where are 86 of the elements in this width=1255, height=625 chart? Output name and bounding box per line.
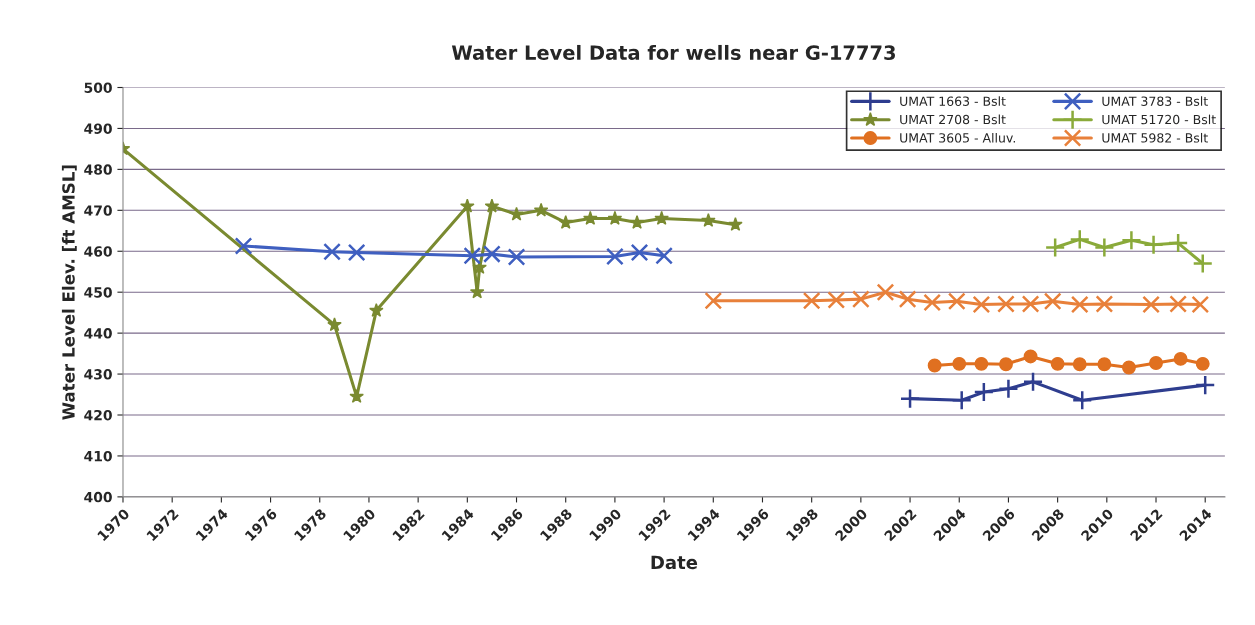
- point: [1143, 234, 1164, 255]
- point: [483, 245, 501, 263]
- chart-title: Water Level Data for wells near G-17773: [451, 44, 895, 60]
- point: [1043, 292, 1062, 311]
- point: [704, 291, 723, 310]
- point: [973, 381, 995, 403]
- legend-label: UMAT 3605 - Alluv.: [900, 132, 1015, 143]
- point: [655, 246, 673, 265]
- point: [463, 246, 482, 265]
- legend-label: UMAT 3783 - Bslt: [1102, 96, 1208, 106]
- point: [1071, 389, 1093, 411]
- point: [997, 295, 1015, 313]
- point: [898, 290, 917, 309]
- x-axis-title: Date: [651, 555, 698, 570]
- point: [998, 378, 1019, 400]
- point: [1122, 360, 1136, 375]
- y-tick-label: 480: [84, 164, 112, 175]
- point: [728, 217, 743, 231]
- y-tick-label: 460: [84, 246, 112, 257]
- point: [1094, 237, 1115, 258]
- point: [927, 358, 942, 373]
- point: [234, 237, 253, 255]
- point: [583, 210, 598, 225]
- point: [1121, 229, 1142, 251]
- point: [876, 283, 895, 302]
- point: [1195, 356, 1210, 371]
- point: [347, 243, 366, 262]
- point: [484, 198, 500, 213]
- point: [1097, 357, 1112, 372]
- point: [851, 290, 870, 309]
- y-tick-label: 450: [84, 287, 112, 298]
- point: [1192, 253, 1214, 274]
- point: [1022, 371, 1044, 393]
- legend-label: UMAT 2708 - Bslt: [900, 114, 1006, 125]
- point: [1069, 229, 1091, 250]
- point: [629, 214, 645, 229]
- point: [972, 295, 991, 314]
- point: [1044, 237, 1066, 258]
- point: [606, 247, 624, 266]
- y-axis-title: Water Level Elev. [ft AMSL]: [61, 165, 77, 420]
- point: [507, 248, 526, 266]
- point: [533, 202, 549, 217]
- point: [827, 291, 846, 309]
- point: [1072, 357, 1087, 372]
- legend-label: UMAT 1663 - Bslt: [900, 96, 1006, 106]
- point: [1149, 356, 1163, 370]
- y-tick-label: 410: [84, 450, 112, 462]
- point: [899, 388, 921, 409]
- point: [952, 356, 967, 371]
- legend-label: UMAT 51720 - Bslt: [1102, 114, 1216, 125]
- y-tick-label: 420: [84, 409, 112, 421]
- point: [1021, 295, 1040, 313]
- point: [1095, 295, 1114, 313]
- y-tick-label: 430: [84, 369, 112, 380]
- legend-label: UMAT 5982 - Bslt: [1102, 132, 1208, 143]
- point: [1191, 295, 1210, 314]
- point: [369, 302, 384, 317]
- point: [923, 293, 942, 312]
- point: [951, 389, 972, 411]
- point: [654, 210, 669, 225]
- y-tick-label: 500: [84, 82, 112, 93]
- point: [327, 317, 342, 332]
- point: [607, 210, 623, 225]
- y-tick-label: 440: [84, 328, 112, 339]
- point: [999, 357, 1013, 372]
- y-tick-label: 470: [84, 205, 112, 216]
- point: [1050, 356, 1065, 371]
- point: [1169, 295, 1188, 313]
- point: [460, 198, 475, 213]
- point: [701, 212, 716, 227]
- point: [323, 242, 341, 261]
- point: [349, 388, 364, 403]
- point: [1023, 349, 1038, 364]
- point: [974, 356, 989, 371]
- point: [1142, 295, 1160, 314]
- point: [947, 292, 966, 311]
- point: [630, 243, 649, 262]
- y-tick-label: 400: [84, 491, 112, 503]
- point: [558, 214, 574, 229]
- point: [802, 291, 821, 310]
- point: [509, 206, 524, 221]
- point: [1070, 295, 1089, 314]
- point: [1167, 232, 1189, 254]
- point: [1194, 374, 1216, 396]
- y-tick-label: 490: [84, 123, 112, 134]
- point: [1173, 351, 1188, 366]
